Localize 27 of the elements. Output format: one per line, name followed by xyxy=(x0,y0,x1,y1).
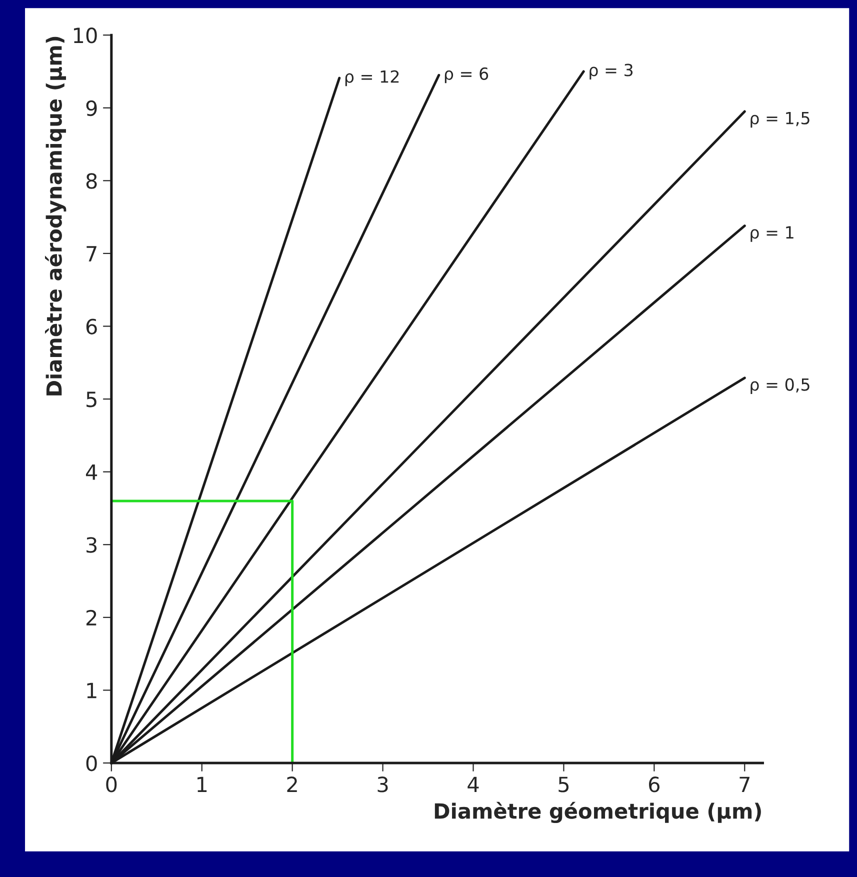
x-tick-label: 4 xyxy=(468,776,479,792)
y-tick-label: 6 xyxy=(86,318,97,334)
y-tick-label: 0 xyxy=(86,755,97,772)
x-tick-label: 3 xyxy=(378,776,388,792)
y-tick-label: 2 xyxy=(86,610,96,626)
series-label: ρ = 1 xyxy=(750,226,794,242)
y-tick-label: 7 xyxy=(86,246,96,262)
x-tick-label: 1 xyxy=(198,776,207,792)
series-label: ρ = 12 xyxy=(345,70,399,86)
y-tick-label: 1 xyxy=(87,682,96,698)
series-label: ρ = 1,5 xyxy=(750,112,810,128)
y-tick-label: 9 xyxy=(86,100,97,116)
x-axis-title: Diamètre géometrique (µm) xyxy=(434,802,761,824)
y-tick-label: 8 xyxy=(86,173,97,189)
y-tick-label: 10 xyxy=(74,28,97,44)
x-tick-label: 5 xyxy=(558,776,569,792)
x-tick-label: 6 xyxy=(649,776,660,792)
x-tick-label: 2 xyxy=(287,776,297,792)
y-tick-label: 4 xyxy=(86,464,98,480)
series-label: ρ = 3 xyxy=(590,64,633,80)
y-tick-label: 3 xyxy=(86,537,97,553)
series-label: ρ = 6 xyxy=(444,67,488,84)
x-tick-label: 7 xyxy=(740,776,750,792)
x-tick-label: 0 xyxy=(106,776,117,792)
y-tick-label: 5 xyxy=(86,392,96,408)
series-label: ρ = 0,5 xyxy=(750,378,810,394)
y-axis-title: Diamètre aérodynamique (µm) xyxy=(44,36,66,396)
